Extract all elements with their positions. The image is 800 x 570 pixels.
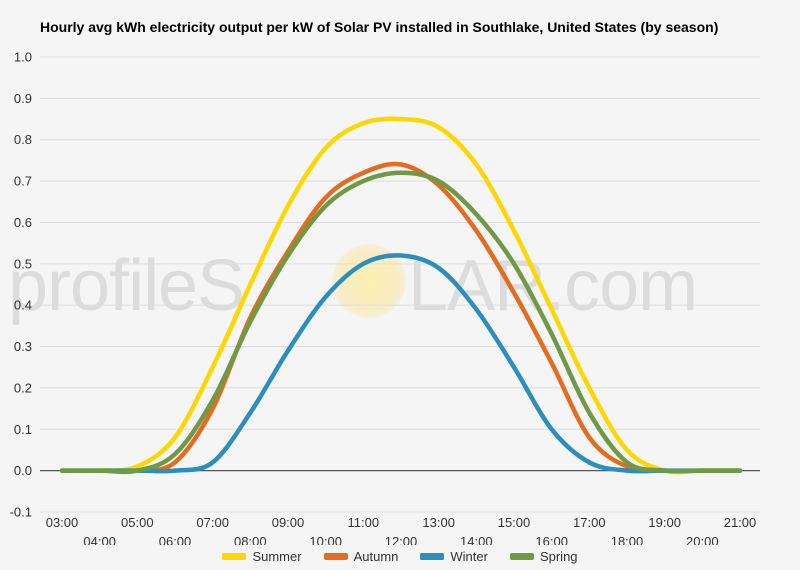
- x-tick-label: 10:00: [309, 534, 342, 545]
- x-tick-label: 17:00: [573, 515, 606, 530]
- chart-title: Hourly avg kWh electricity output per kW…: [40, 19, 719, 35]
- y-tick-label: -0.1: [10, 505, 32, 520]
- y-tick-label: 0.3: [14, 339, 32, 354]
- y-tick-label: 0.0: [14, 463, 32, 478]
- legend-label: Summer: [252, 549, 302, 564]
- series-line-summer: [59, 116, 743, 475]
- y-tick-label: 0.5: [14, 256, 32, 271]
- x-tick-label: 08:00: [234, 534, 267, 545]
- x-tick-label: 06:00: [159, 534, 192, 545]
- watermark-prefix: profileS: [8, 246, 245, 326]
- legend-item-summer[interactable]: Summer: [222, 549, 302, 564]
- legend: Summer Autumn Winter Spring: [0, 549, 800, 564]
- y-tick-label: 0.1: [14, 422, 32, 437]
- y-tick-label: 0.8: [14, 132, 32, 147]
- series-line-winter: [59, 253, 743, 474]
- x-tick-label: 09:00: [272, 515, 305, 530]
- y-tick-label: 0.6: [14, 215, 32, 230]
- legend-item-spring[interactable]: Spring: [509, 549, 578, 564]
- x-tick-label: 05:00: [121, 515, 154, 530]
- legend-swatch: [323, 553, 348, 560]
- legend-label: Winter: [450, 549, 488, 564]
- x-tick-label: 13:00: [422, 515, 455, 530]
- x-tick-label: 18:00: [611, 534, 644, 545]
- x-tick-label: 03:00: [46, 515, 79, 530]
- legend-item-autumn[interactable]: Autumn: [323, 549, 399, 564]
- x-tick-label: 19:00: [648, 515, 681, 530]
- x-tick-label: 15:00: [498, 515, 531, 530]
- y-axis: -0.1 0.0 0.1 0.2 0.3 0.4 0.5 0.6 0.7 0.8 0.9 1.0: [10, 50, 32, 520]
- series-line-spring: [59, 170, 743, 475]
- x-tick-label: 12:00: [385, 534, 418, 545]
- y-tick-label: 0.4: [14, 298, 32, 313]
- y-tick-label: 0.2: [14, 380, 32, 395]
- grid: [40, 56, 760, 513]
- y-tick-label: 1.0: [14, 50, 32, 65]
- x-axis: 03:00 04:00 05:00 06:00 07:00 08:00 09:00 10:00…: [46, 515, 757, 545]
- legend-swatch: [222, 553, 247, 560]
- x-tick-label: 14:00: [460, 534, 493, 545]
- legend-item-winter[interactable]: Winter: [420, 549, 488, 564]
- x-tick-label: 16:00: [535, 534, 568, 545]
- legend-swatch: [509, 553, 534, 560]
- series-lines: [59, 116, 743, 475]
- x-tick-label: 07:00: [196, 515, 229, 530]
- legend-label: Autumn: [353, 549, 399, 564]
- x-tick-label: 21:00: [724, 515, 757, 530]
- x-tick-label: 04:00: [83, 534, 116, 545]
- chart-plot: -0.1 0.0 0.1 0.2 0.3 0.4 0.5 0.6 0.7 0.8 0.9 1.0 03…: [10, 50, 760, 545]
- legend-swatch: [420, 553, 445, 560]
- y-tick-label: 0.7: [14, 174, 32, 189]
- x-tick-label: 11:00: [348, 515, 380, 530]
- x-tick-label: 20:00: [686, 534, 719, 545]
- series-line-autumn: [59, 161, 743, 474]
- legend-label: Spring: [539, 549, 578, 564]
- y-tick-label: 0.9: [14, 91, 32, 106]
